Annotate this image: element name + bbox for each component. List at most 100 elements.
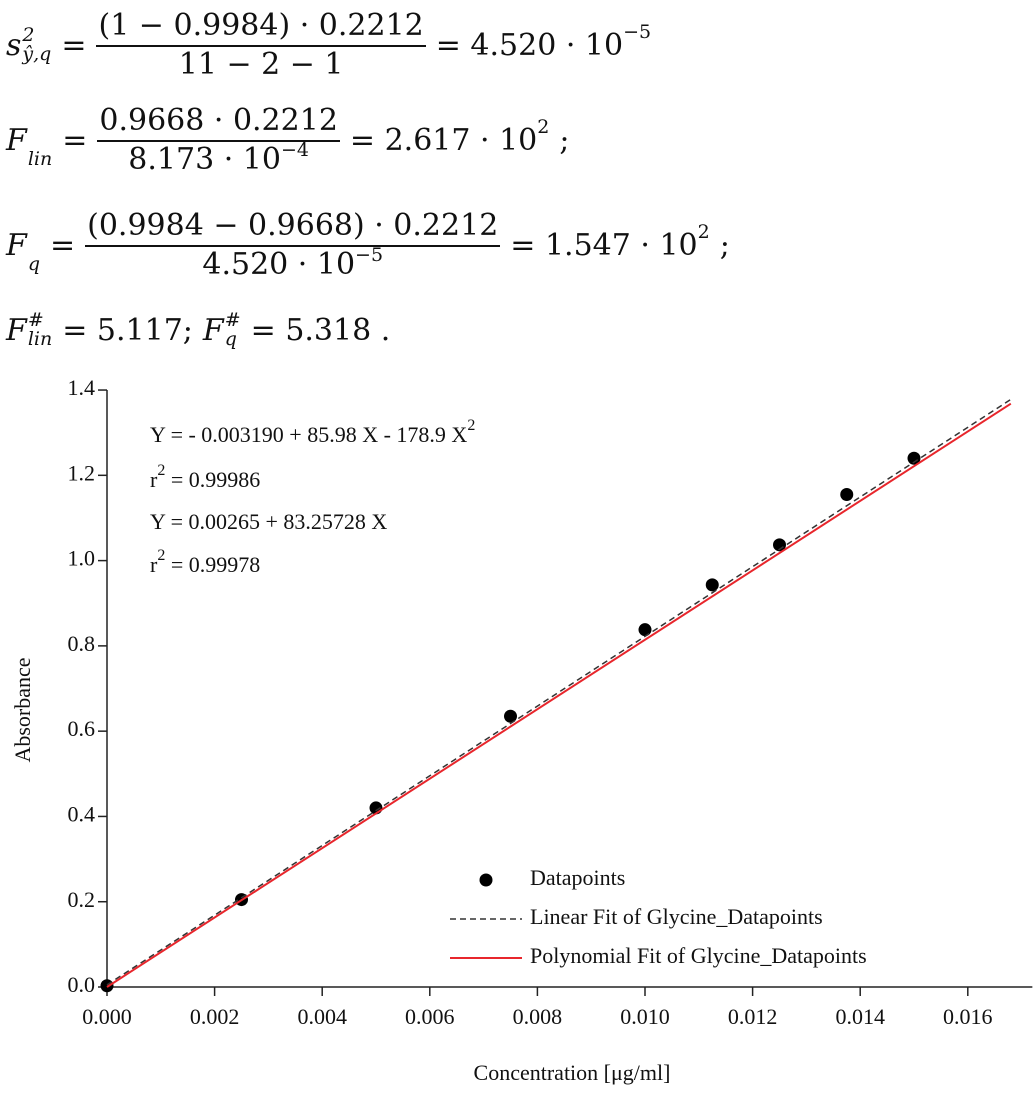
legend-label: Polynomial Fit of Glycine_Datapoints [530,943,867,968]
annotation-text: r [150,467,158,492]
math-text: = [61,28,86,63]
x-tick-label: 0.002 [190,1004,240,1029]
annotation-text: Y = 0.00265 + 83.25728 X [150,509,387,534]
y-axis-label: Absorbance [10,657,35,762]
data-point [907,451,921,465]
x-tick-label: 0.008 [513,1004,563,1029]
math-symbol: F # q [203,311,241,349]
legend-marker [479,873,493,887]
math-text: 4.520 · 10−5 [202,244,384,282]
text: (1 − 0.9984) · 0.2212 [98,8,424,43]
annotation-text: = 0.99986 [165,467,260,492]
data-point [840,488,854,502]
fraction: 0.9668 · 0.2212 8.173 · 10−4 [97,103,340,177]
math-symbol: F # lin [6,311,52,349]
x-tick-label: 0.010 [620,1004,670,1029]
symbol-base: F [202,312,224,348]
fraction: (1 − 0.9984) · 0.2212 11 − 2 − 1 [96,8,426,82]
legend-label: Datapoints [530,865,625,890]
subscript: lin [27,328,53,350]
annotation: r2 = 0.99986 [150,462,260,492]
numerator: (0.9984 − 0.9668) · 0.2212 [85,208,501,247]
data-point [773,538,786,552]
math-text: = 5.117; [62,313,193,348]
symbol-base: F [6,312,27,348]
math-text: (1 − 0.9984) · 0.2212 [98,8,423,43]
superscript: 2 [22,24,35,46]
annotation: Y = - 0.003190 + 85.98 X - 178.9 X2 [150,417,475,447]
math-text: = 5.318 . [251,313,391,348]
text: (0.9984 − 0.9668) · 0.2212 [87,208,499,243]
equation: F q = (0.9984 − 0.9668) · 0.2212 4.520 · 10… [6,200,740,290]
y-tick-label: 1.2 [68,460,96,485]
symbol-base: s [6,27,22,63]
subscript: lin [27,148,53,170]
superscript: # [27,309,44,331]
annotation-text: r [150,552,158,577]
subscript: q [27,253,40,275]
scripts: q [28,236,40,274]
equation: F lin = 0.9668 · 0.2212 8.173 · 10−4 = 2.617… [6,95,579,185]
annotation-sup: 2 [157,547,165,564]
text: = 2.617 · 10 [349,122,538,158]
scripts: 2 ŷ,q [22,26,51,64]
superscript: # [224,309,241,331]
text: = [61,27,87,63]
fit-line [106,402,1012,988]
math-text: = 1.547 · 10 2 [510,221,709,263]
scripts: lin [28,131,52,169]
y-tick-label: 0.8 [68,631,96,656]
text: = [62,122,88,158]
text: = 1.547 · 10 [510,227,698,263]
math-text: = [62,123,87,158]
denominator: 4.520 · 10−5 [200,244,385,282]
y-tick-label: 0.0 [68,972,96,997]
text: 0.9668 · 0.2212 [99,103,338,138]
scripts: # q [225,311,241,349]
math-text: 8.173 · 10−4 [128,139,309,177]
text: = 5.318 . [250,312,391,348]
annotation-sup: 2 [467,417,475,434]
x-tick-label: 0.006 [405,1004,455,1029]
y-tick-label: 1.0 [68,546,96,571]
annotation-text: Y = - 0.003190 + 85.98 X - 178.9 X [150,422,467,447]
math-text: 0.9668 · 0.2212 [99,103,338,138]
data-point [638,623,652,637]
y-tick-label: 0.2 [68,887,96,912]
math-text: = [50,228,75,263]
x-tick-label: 0.016 [943,1004,993,1029]
superscript: −4 [280,139,309,161]
subscript: q [224,328,237,350]
x-tick-label: 0.004 [297,1004,347,1029]
math-text: = 4.520 · 10 −5 [436,21,651,63]
superscript: 2 [537,116,550,138]
math-text: 11 − 2 − 1 [179,47,344,82]
math-text: ; [720,228,730,263]
annotation: r2 = 0.99978 [150,547,260,577]
superscript: −5 [623,21,652,43]
denominator: 11 − 2 − 1 [177,47,346,82]
text: 11 − 2 − 1 [178,47,344,82]
subscript: ŷ,q [22,43,52,65]
text: = 5.117; [62,312,193,348]
math-text: ; [559,123,569,158]
x-tick-label: 0.012 [728,1004,778,1029]
x-tick-label: 0.014 [835,1004,885,1029]
x-tick-label: 0.000 [82,1004,132,1029]
text: ; [719,227,730,263]
annotation-text: = 0.99978 [165,552,260,577]
equation: F # lin = 5.117; F # q = 5.318 . [6,300,400,360]
math-text: (0.9984 − 0.9668) · 0.2212 [87,208,498,243]
data-point [705,578,719,592]
y-tick-label: 0.6 [68,716,96,741]
text: = [50,227,76,263]
annotation: Y = 0.00265 + 83.25728 X [150,509,387,534]
text: 4.520 · 10 [202,247,356,282]
superscript: −5 [355,244,384,266]
symbol-base: F [6,122,27,158]
equation: s 2 ŷ,q = (1 − 0.9984) · 0.2212 11 − 2 − 1 = 4… [6,0,661,90]
denominator: 8.173 · 10−4 [126,139,311,177]
y-tick-label: 0.4 [68,801,96,826]
